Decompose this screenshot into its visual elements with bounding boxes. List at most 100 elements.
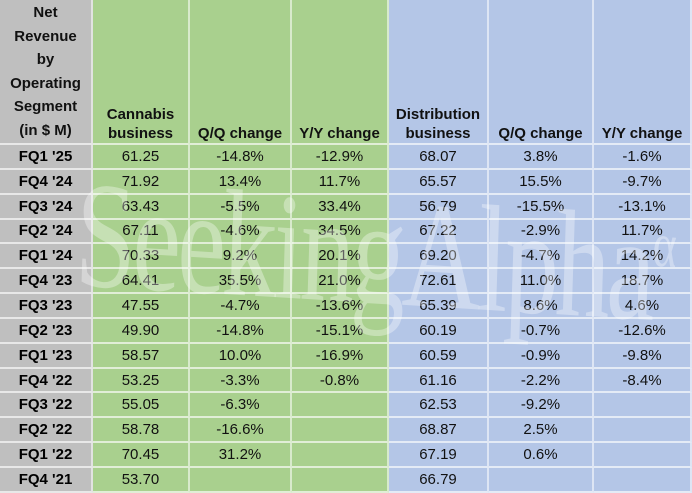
row-label: FQ2 '24 <box>0 219 93 245</box>
table-row: FQ1 '23 58.57 10.0% -16.9% 60.59 -0.9% -9.8% <box>0 343 692 369</box>
data-cell: 63.43 <box>93 194 190 220</box>
data-cell: -9.7% <box>594 169 692 195</box>
data-cell: 62.53 <box>389 393 489 419</box>
data-cell: 58.78 <box>93 418 190 444</box>
table-row: FQ2 '22 58.78 -16.6% 68.87 2.5% <box>0 418 692 444</box>
data-cell <box>292 443 389 468</box>
data-cell: 9.2% <box>190 244 292 270</box>
data-cell <box>292 467 389 493</box>
data-cell: 8.6% <box>489 294 594 319</box>
data-cell: 67.19 <box>389 443 489 468</box>
data-cell: 0.6% <box>489 443 594 468</box>
data-cell: 13.4% <box>190 169 292 195</box>
data-cell: 67.11 <box>93 219 190 245</box>
data-cell <box>594 443 692 468</box>
data-cell: 21.0% <box>292 269 389 295</box>
table-row: FQ1 '22 70.45 31.2% 67.19 0.6% <box>0 443 692 468</box>
data-cell: 18.7% <box>594 269 692 295</box>
data-cell: -4.6% <box>190 219 292 245</box>
data-cell: -12.6% <box>594 318 692 344</box>
table-row: FQ4 '23 64.41 35.5% 21.0% 72.61 11.0% 18.7% <box>0 269 692 295</box>
data-cell: 70.33 <box>93 244 190 270</box>
data-cell: 35.5% <box>190 269 292 295</box>
data-cell <box>190 467 292 493</box>
data-cell: -15.5% <box>489 194 594 220</box>
data-cell: 61.16 <box>389 368 489 394</box>
data-cell: -13.1% <box>594 194 692 220</box>
data-cell: -0.9% <box>489 343 594 369</box>
data-cell: 49.90 <box>93 318 190 344</box>
data-cell: 3.8% <box>489 145 594 170</box>
data-cell: 47.55 <box>93 294 190 319</box>
data-cell: -15.1% <box>292 318 389 344</box>
data-cell: -16.9% <box>292 343 389 369</box>
data-cell: -16.6% <box>190 418 292 444</box>
data-cell: 64.41 <box>93 269 190 295</box>
col-header-cannabis-qq-change: Q/Q change <box>190 0 292 145</box>
data-cell: 20.1% <box>292 244 389 270</box>
table-row: FQ2 '24 67.11 -4.6% 34.5% 67.22 -2.9% 11.7% <box>0 219 692 245</box>
row-label: FQ4 '21 <box>0 467 93 493</box>
data-cell: 2.5% <box>489 418 594 444</box>
table-row: FQ3 '24 63.43 -5.5% 33.4% 56.79 -15.5% -13.1% <box>0 194 692 220</box>
data-cell: 66.79 <box>389 467 489 493</box>
table-row: FQ4 '21 53.70 66.79 <box>0 467 692 493</box>
data-cell: -0.8% <box>292 368 389 394</box>
table-body: FQ1 '25 61.25 -14.8% -12.9% 68.07 3.8% -1.6% FQ… <box>0 145 692 493</box>
header-row: Net Revenue by Operating Segment (in $ M… <box>0 0 692 145</box>
table-title: Net Revenue by Operating Segment (in $ M… <box>0 0 93 145</box>
row-label: FQ4 '24 <box>0 169 93 195</box>
data-cell <box>292 418 389 444</box>
data-cell <box>594 393 692 419</box>
table-row: FQ4 '24 71.92 13.4% 11.7% 65.57 15.5% -9.7% <box>0 169 692 195</box>
row-label: FQ1 '25 <box>0 145 93 170</box>
table-row: FQ3 '23 47.55 -4.7% -13.6% 65.39 8.6% 4.6% <box>0 294 692 319</box>
data-cell: 68.87 <box>389 418 489 444</box>
data-cell: 11.7% <box>594 219 692 245</box>
data-cell: 65.39 <box>389 294 489 319</box>
data-cell: 58.57 <box>93 343 190 369</box>
data-cell: 68.07 <box>389 145 489 170</box>
table-row: FQ1 '24 70.33 9.2% 20.1% 69.20 -4.7% 14.2% <box>0 244 692 270</box>
row-label: FQ2 '22 <box>0 418 93 444</box>
col-header-cannabis-business: Cannabis business <box>93 0 190 145</box>
col-header-cannabis-yy-change: Y/Y change <box>292 0 389 145</box>
data-cell: 65.57 <box>389 169 489 195</box>
data-cell: -4.7% <box>489 244 594 270</box>
row-label: FQ1 '23 <box>0 343 93 369</box>
data-cell: -14.8% <box>190 145 292 170</box>
col-header-distribution-business: Distribution business <box>389 0 489 145</box>
data-cell: 71.92 <box>93 169 190 195</box>
data-cell: -6.3% <box>190 393 292 419</box>
row-label: FQ4 '23 <box>0 269 93 295</box>
data-cell: -14.8% <box>190 318 292 344</box>
data-cell: 15.5% <box>489 169 594 195</box>
data-cell: 72.61 <box>389 269 489 295</box>
table-row: FQ2 '23 49.90 -14.8% -15.1% 60.19 -0.7% -12.6% <box>0 318 692 344</box>
data-cell: -3.3% <box>190 368 292 394</box>
data-cell: 34.5% <box>292 219 389 245</box>
table-row: FQ4 '22 53.25 -3.3% -0.8% 61.16 -2.2% -8.4% <box>0 368 692 394</box>
data-cell: -8.4% <box>594 368 692 394</box>
data-cell: -2.2% <box>489 368 594 394</box>
data-cell: 56.79 <box>389 194 489 220</box>
data-cell: 70.45 <box>93 443 190 468</box>
row-label: FQ3 '22 <box>0 393 93 419</box>
data-cell: 10.0% <box>190 343 292 369</box>
row-label: FQ4 '22 <box>0 368 93 394</box>
table-row: FQ3 '22 55.05 -6.3% 62.53 -9.2% <box>0 393 692 419</box>
data-cell: 60.59 <box>389 343 489 369</box>
data-cell <box>594 418 692 444</box>
table-row: FQ1 '25 61.25 -14.8% -12.9% 68.07 3.8% -1.6% <box>0 145 692 170</box>
data-cell <box>489 467 594 493</box>
col-header-distribution-yy-change: Y/Y change <box>594 0 692 145</box>
data-cell: 33.4% <box>292 194 389 220</box>
row-label: FQ3 '24 <box>0 194 93 220</box>
data-cell: -1.6% <box>594 145 692 170</box>
data-cell: -0.7% <box>489 318 594 344</box>
row-label: FQ2 '23 <box>0 318 93 344</box>
data-cell: 11.7% <box>292 169 389 195</box>
data-cell <box>292 393 389 419</box>
